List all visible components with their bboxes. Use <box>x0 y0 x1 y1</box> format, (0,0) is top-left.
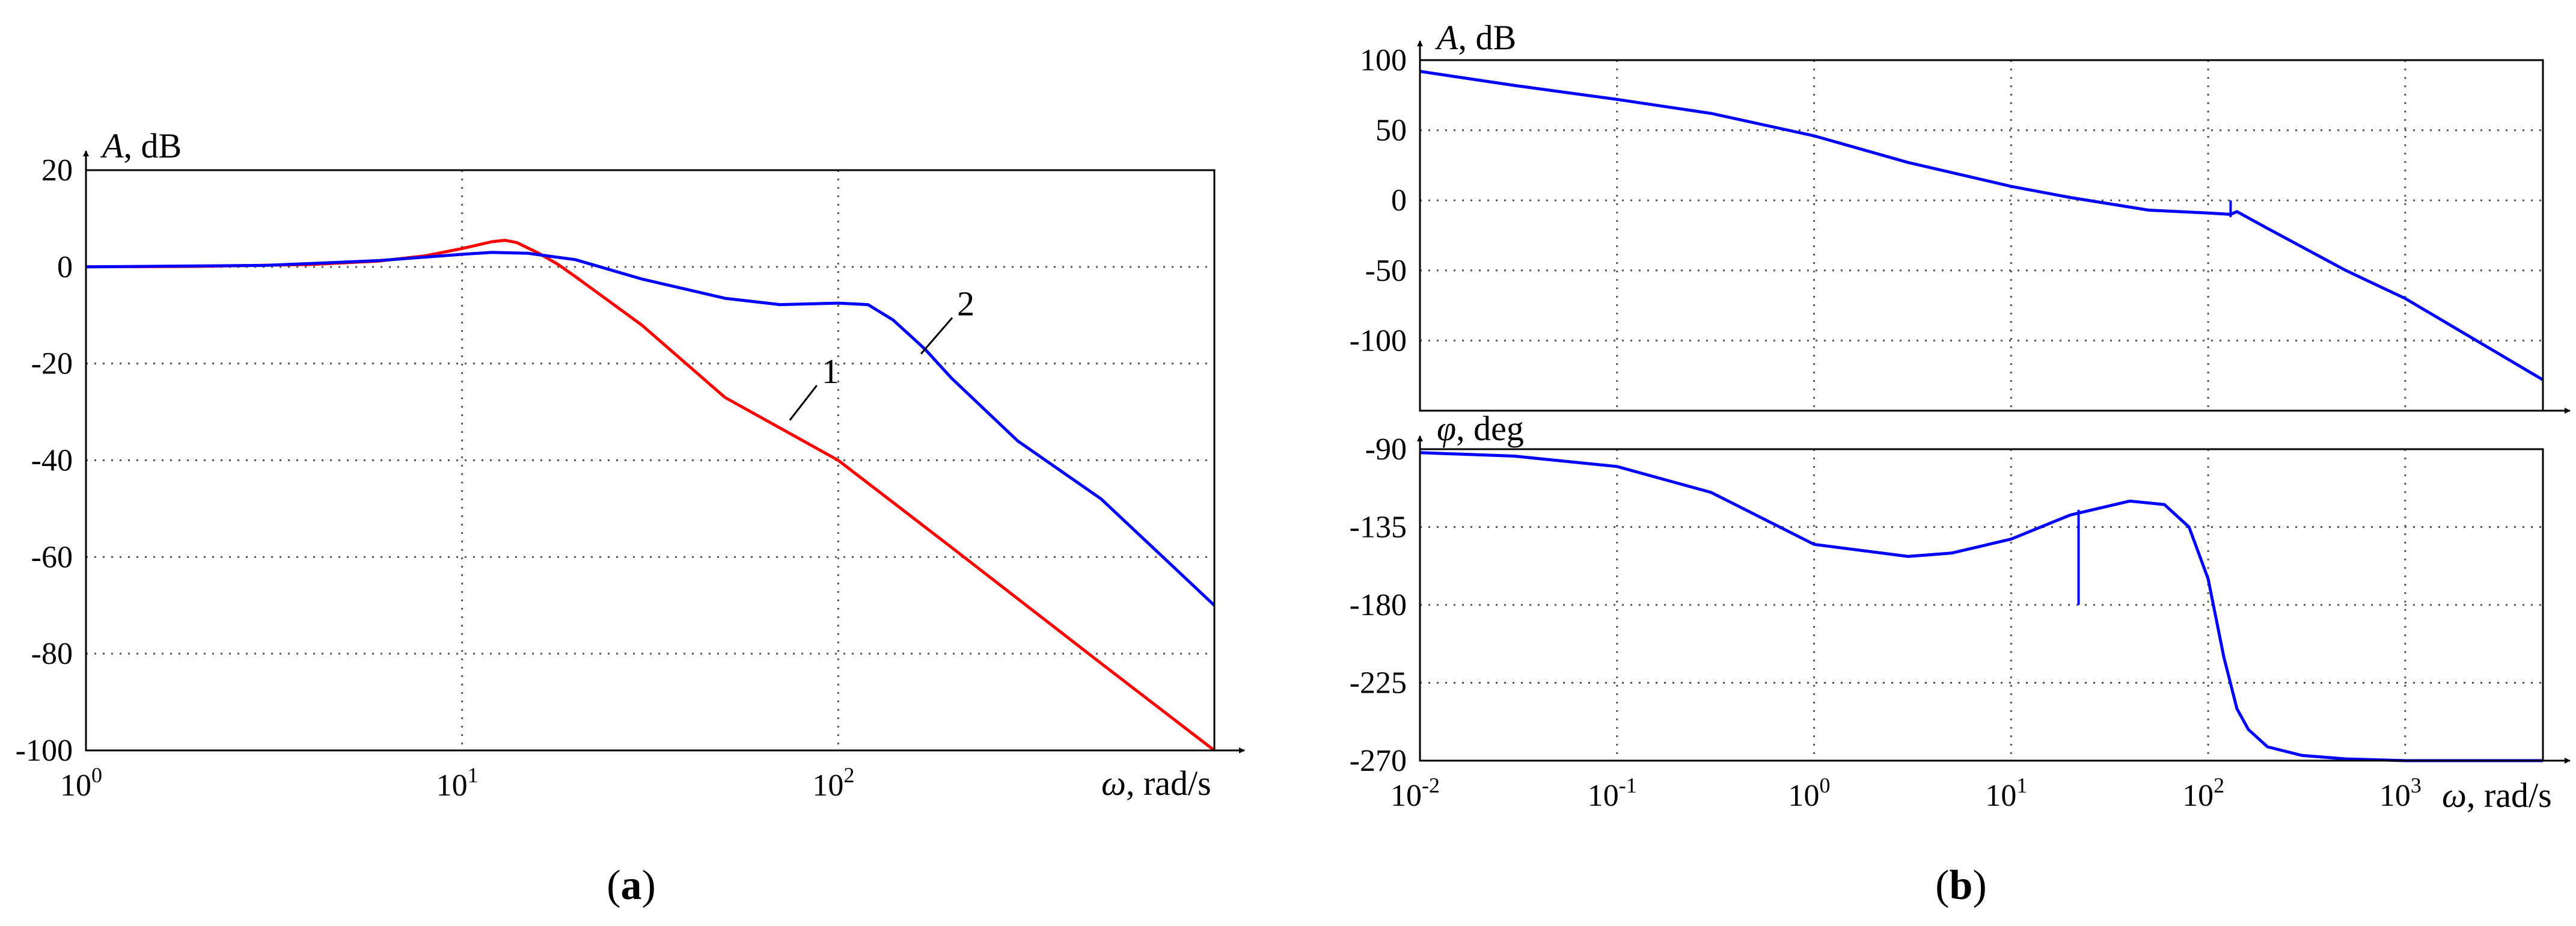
x-tick-label: 103 <box>2379 773 2422 813</box>
x-tick-label: 10-2 <box>1390 773 1440 813</box>
y-tick-label: -100 <box>16 734 73 768</box>
panel-label-a: (a) <box>607 862 656 909</box>
y-tick-label: -270 <box>1350 744 1407 778</box>
chart-a-xlabel: ω, rad/s <box>1101 764 1211 803</box>
x-tick-label: 102 <box>2182 773 2224 813</box>
chart-a-xticks: 100 101 102 <box>60 763 854 803</box>
series-line-1 <box>1419 70 2544 381</box>
chart-bp-grid <box>1420 449 2543 761</box>
y-tick-label: -40 <box>31 444 73 478</box>
series-line-2 <box>85 251 1216 607</box>
y-tick-label: 100 <box>1360 43 1407 78</box>
x-tick-label: 100 <box>60 763 102 803</box>
chart-bm-yticks: 100 50 0 -50 -100 <box>1350 43 1407 358</box>
chart-a-ylabel: A, dB <box>100 126 182 165</box>
panel-label-b: (b) <box>1935 862 1987 909</box>
chart-b-magnitude: 100 50 0 -50 -100 A, dB <box>1350 18 2571 414</box>
y-tick-label: -60 <box>31 540 73 574</box>
x-tick-label: 101 <box>436 763 479 803</box>
y-tick-label: -50 <box>1365 254 1407 288</box>
chart-bp-ylabel: φ, deg <box>1437 409 1524 448</box>
chart-bp-yticks: -90 -135 -180 -225 -270 <box>1350 432 1407 778</box>
chart-a-grid <box>86 170 1214 750</box>
y-tick-label: 0 <box>1391 183 1407 218</box>
chart-a-series: 12 <box>85 239 1216 752</box>
curve-label-2: 2 <box>957 284 974 323</box>
chart-b-phase: -90 -135 -180 -225 -270 10-2 10-1 100 101 102 103… <box>1350 409 2571 909</box>
y-tick-label: -100 <box>1350 323 1407 358</box>
y-tick-label: 20 <box>41 153 73 188</box>
y-tick-label: -80 <box>31 637 73 671</box>
chart-bp-series <box>1419 451 2543 762</box>
chart-bp-xticks: 10-2 10-1 100 101 102 103 <box>1390 773 2422 813</box>
chart-bm-grid <box>1420 60 2543 411</box>
curve-label-1: 1 <box>822 352 839 391</box>
chart-bm-ylabel: A, dB <box>1434 18 1516 57</box>
y-tick-label: -90 <box>1365 432 1407 467</box>
chart-a-yticks: 20 0 -20 -40 -60 -80 -100 <box>16 153 73 768</box>
annotation-leader <box>920 317 953 355</box>
chart-bm-series <box>1419 70 2544 381</box>
annotation-leader <box>789 385 818 421</box>
x-tick-label: 102 <box>812 763 854 803</box>
chart-a-frame <box>83 150 1245 753</box>
x-tick-label: 100 <box>1788 773 1831 813</box>
y-tick-label: -180 <box>1350 588 1407 622</box>
y-tick-label: 50 <box>1375 114 1407 148</box>
y-tick-label: -135 <box>1350 511 1407 545</box>
x-tick-label: 10-1 <box>1588 773 1637 813</box>
chart-bp-xlabel: ω, rad/s <box>2442 776 2552 815</box>
chart-bm-frame <box>1417 40 2571 414</box>
plot-frame <box>1419 59 2544 412</box>
series-line-1 <box>1419 451 2543 762</box>
x-tick-label: 101 <box>1985 773 2027 813</box>
chart-a: 12 200-20-40-60-80-100 100 101 102 A, dB ω… <box>16 126 1245 909</box>
y-tick-label: -20 <box>31 347 73 381</box>
series-line-1 <box>85 239 1216 752</box>
y-tick-label: -225 <box>1350 666 1407 701</box>
y-tick-label: 0 <box>57 250 73 284</box>
chart-bp-frame <box>1417 435 2571 764</box>
